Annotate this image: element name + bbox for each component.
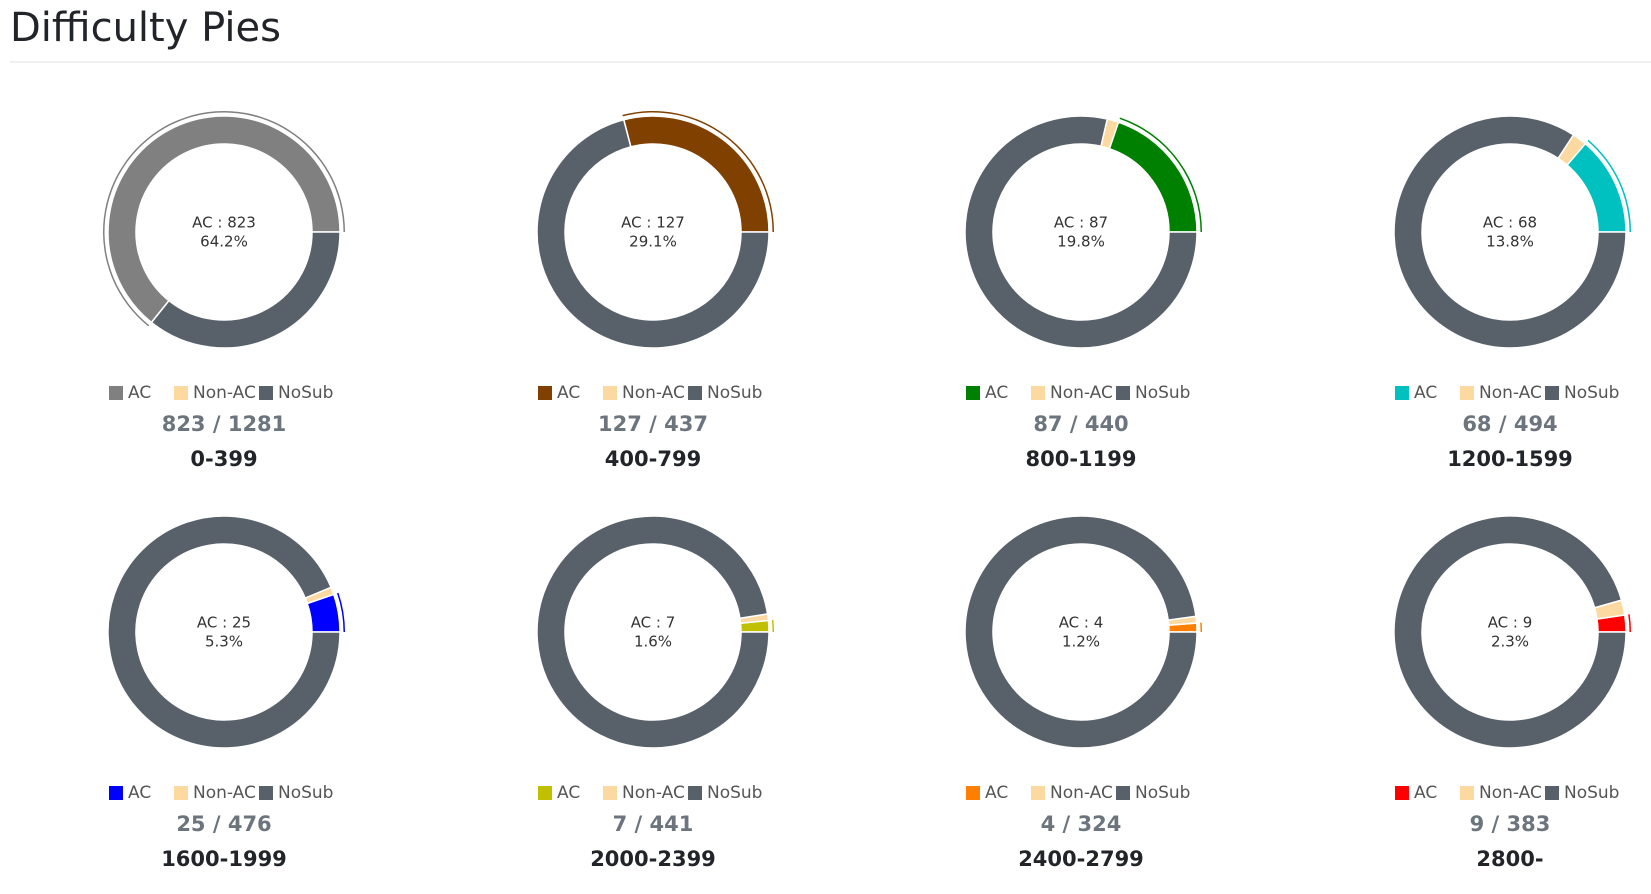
legend-label: Non-AC	[1479, 783, 1542, 803]
pie-title: 2000-2399	[590, 847, 716, 871]
count-text: 68 / 494	[1462, 412, 1557, 436]
legend-swatch	[1545, 786, 1559, 800]
center-label: AC : 25	[197, 614, 251, 632]
legend-swatch	[174, 386, 188, 400]
highlight-outline	[1628, 614, 1631, 632]
legend-label: AC	[128, 783, 151, 803]
center-percent: 19.8%	[1057, 233, 1105, 251]
legend-label: AC	[128, 383, 151, 403]
legend-label: NoSub	[278, 383, 333, 403]
legend-swatch	[966, 386, 980, 400]
legend-swatch	[1460, 786, 1474, 800]
legend-swatch	[1031, 786, 1045, 800]
legend-swatch	[174, 786, 188, 800]
legend-label: AC	[1414, 783, 1437, 803]
pie-slice	[1108, 121, 1198, 233]
center-percent: 1.6%	[634, 633, 672, 651]
legend-label: AC	[1414, 383, 1437, 403]
count-text: 127 / 437	[598, 412, 708, 436]
legend-swatch	[1116, 786, 1130, 800]
pie-slice	[536, 118, 770, 349]
center-percent: 29.1%	[629, 233, 677, 251]
count-text: 9 / 383	[1470, 812, 1551, 836]
legend-label: Non-AC	[622, 783, 685, 803]
legend-label: Non-AC	[193, 383, 256, 403]
legend-swatch	[1460, 386, 1474, 400]
pie-title: 400-799	[605, 447, 701, 471]
legend-label: NoSub	[707, 383, 762, 403]
legend-label: AC	[557, 383, 580, 403]
count-text: 25 / 476	[176, 812, 271, 836]
legend-swatch	[603, 786, 617, 800]
count-text: 4 / 324	[1041, 812, 1122, 836]
highlight-outline	[337, 592, 345, 632]
legend-label: NoSub	[1135, 383, 1190, 403]
legend-swatch	[1395, 786, 1409, 800]
center-label: AC : 9	[1488, 614, 1533, 632]
pie-title: 0-399	[190, 447, 257, 471]
center-percent: 5.3%	[205, 633, 243, 651]
legend-label: Non-AC	[1050, 383, 1113, 403]
legend-label: Non-AC	[193, 783, 256, 803]
legend-label: Non-AC	[622, 383, 685, 403]
legend-label: AC	[985, 783, 1008, 803]
center-label: AC : 68	[1483, 214, 1537, 232]
center-label: AC : 4	[1059, 614, 1104, 632]
legend-swatch	[1031, 386, 1045, 400]
page-title: Difficulty Pies	[10, 5, 281, 51]
legend-label: Non-AC	[1050, 783, 1113, 803]
legend-label: NoSub	[707, 783, 762, 803]
legend-label: AC	[557, 783, 580, 803]
legend-swatch	[1116, 386, 1130, 400]
center-label: AC : 7	[631, 614, 676, 632]
pie-slice	[536, 515, 770, 749]
pie-slice	[1566, 142, 1627, 233]
pie-title: 2800-	[1476, 847, 1543, 871]
legend-label: Non-AC	[1479, 383, 1542, 403]
center-percent: 2.3%	[1491, 633, 1529, 651]
legend-swatch	[688, 786, 702, 800]
center-percent: 1.2%	[1062, 633, 1100, 651]
count-text: 823 / 1281	[162, 412, 287, 436]
legend-swatch	[538, 386, 552, 400]
highlight-outline	[771, 619, 774, 632]
pie-slice	[107, 115, 341, 324]
legend-swatch	[1545, 386, 1559, 400]
pie-slice	[964, 515, 1198, 749]
legend-swatch	[688, 386, 702, 400]
center-label: AC : 87	[1054, 214, 1108, 232]
legend-label: NoSub	[278, 783, 333, 803]
pie-title: 1200-1599	[1447, 447, 1573, 471]
legend-swatch	[109, 786, 123, 800]
legend-label: AC	[985, 383, 1008, 403]
count-text: 7 / 441	[613, 812, 694, 836]
pie-slice	[964, 115, 1198, 349]
pie-title: 2400-2799	[1018, 847, 1144, 871]
pie-slice	[150, 231, 341, 349]
legend-label: NoSub	[1564, 783, 1619, 803]
legend-swatch	[966, 786, 980, 800]
pie-slice	[1393, 515, 1627, 749]
center-label: AC : 823	[192, 214, 256, 232]
pie-title: 1600-1999	[161, 847, 287, 871]
legend-label: NoSub	[1135, 783, 1190, 803]
legend-swatch	[259, 386, 273, 400]
pie-title: 800-1199	[1026, 447, 1137, 471]
legend-swatch	[538, 786, 552, 800]
highlight-outline	[1200, 622, 1202, 632]
center-percent: 64.2%	[200, 233, 248, 251]
center-label: AC : 127	[621, 214, 685, 232]
pie-slice	[1393, 115, 1627, 349]
legend-swatch	[1395, 386, 1409, 400]
legend-swatch	[109, 386, 123, 400]
count-text: 87 / 440	[1033, 412, 1128, 436]
legend-label: NoSub	[1564, 383, 1619, 403]
pie-slice	[107, 515, 341, 749]
legend-swatch	[259, 786, 273, 800]
center-percent: 13.8%	[1486, 233, 1534, 251]
legend-swatch	[603, 386, 617, 400]
